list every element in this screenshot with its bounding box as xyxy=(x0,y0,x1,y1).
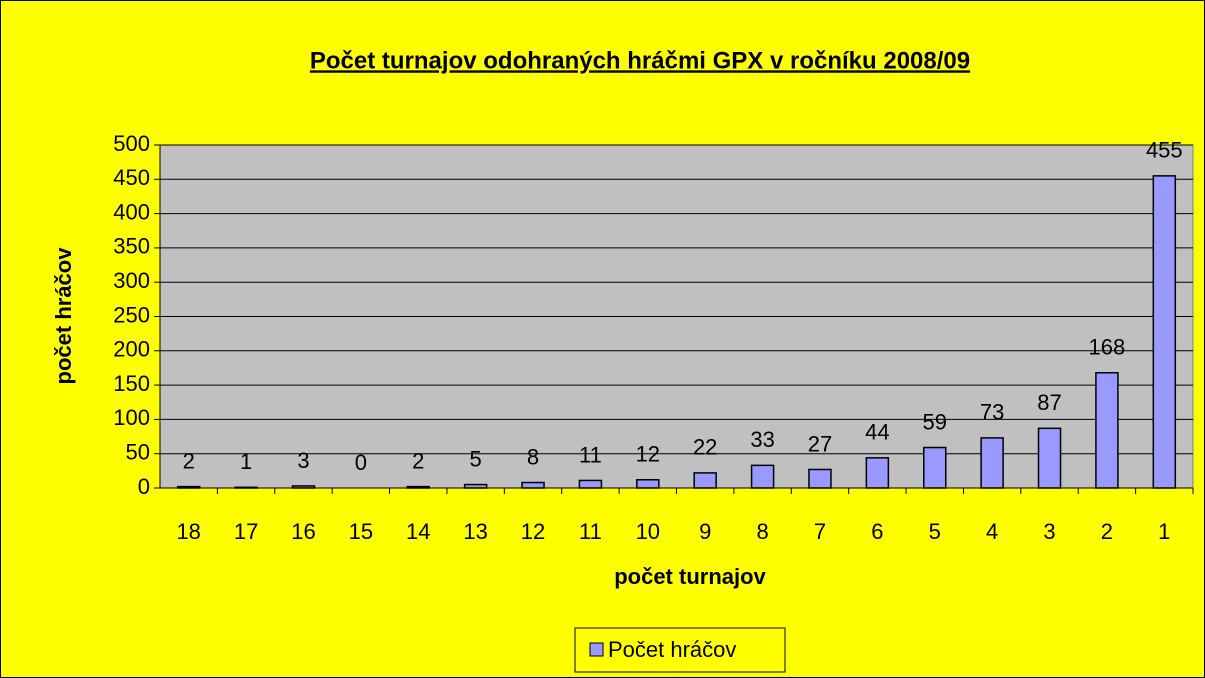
y-tick-label: 500 xyxy=(113,131,150,156)
y-tick-label: 50 xyxy=(126,440,150,465)
data-label: 168 xyxy=(1089,335,1126,360)
y-tick-label: 200 xyxy=(113,337,150,362)
data-label: 87 xyxy=(1037,390,1061,415)
x-tick-label: 12 xyxy=(521,519,545,544)
x-tick-label: 10 xyxy=(636,519,660,544)
bar xyxy=(521,481,545,489)
chart-title: Počet turnajov odohraných hráčmi GPX v r… xyxy=(310,47,970,74)
x-tick-label: 16 xyxy=(291,519,315,544)
data-label: 2 xyxy=(412,448,424,473)
y-tick-label: 400 xyxy=(113,199,150,224)
x-tick-label: 4 xyxy=(986,519,998,544)
bar xyxy=(980,437,1004,489)
y-tick-label: 150 xyxy=(113,371,150,396)
y-tick-label: 350 xyxy=(113,234,150,259)
bar xyxy=(1037,427,1062,489)
data-label: 12 xyxy=(636,442,660,467)
x-tick-label: 7 xyxy=(814,519,826,544)
bar xyxy=(808,468,832,489)
y-tick-label: 300 xyxy=(113,268,150,293)
data-label: 27 xyxy=(808,431,832,456)
x-tick-label: 15 xyxy=(349,519,373,544)
data-label: 1 xyxy=(240,449,252,474)
bar xyxy=(463,483,488,489)
x-tick-label: 18 xyxy=(176,519,200,544)
x-tick-label: 13 xyxy=(463,519,487,544)
bar xyxy=(578,479,603,489)
y-tick-label: 100 xyxy=(113,405,150,430)
data-label: 455 xyxy=(1146,138,1183,163)
x-tick-label: 8 xyxy=(756,519,768,544)
bar xyxy=(1152,175,1177,489)
x-axis-title: počet turnajov xyxy=(614,564,766,589)
x-tick-label: 6 xyxy=(871,519,883,544)
legend-swatch xyxy=(589,642,604,657)
data-label: 5 xyxy=(470,446,482,471)
data-label: 2 xyxy=(183,448,195,473)
data-label: 22 xyxy=(693,435,717,460)
data-label: 73 xyxy=(980,400,1004,425)
bar xyxy=(693,472,717,489)
legend-box xyxy=(574,627,786,673)
bar xyxy=(636,479,660,489)
data-label: 59 xyxy=(923,409,947,434)
data-label: 0 xyxy=(355,450,367,475)
y-axis-title: počet hráčov xyxy=(51,247,76,385)
x-tick-label: 14 xyxy=(406,519,430,544)
x-tick-label: 5 xyxy=(929,519,941,544)
y-tick-label: 0 xyxy=(138,474,150,499)
x-tick-label: 1 xyxy=(1158,519,1170,544)
y-tick-label: 450 xyxy=(113,165,150,190)
x-tick-label: 9 xyxy=(699,519,711,544)
bar xyxy=(1095,372,1119,489)
legend-label: Počet hráčov xyxy=(608,637,736,662)
x-tick-label: 17 xyxy=(234,519,258,544)
x-tick-label: 2 xyxy=(1101,519,1113,544)
bar xyxy=(865,457,890,489)
bar xyxy=(750,464,775,489)
x-tick-label: 3 xyxy=(1043,519,1055,544)
y-tick-label: 250 xyxy=(113,302,150,327)
data-label: 44 xyxy=(865,420,889,445)
bar xyxy=(923,446,947,489)
x-tick-label: 11 xyxy=(579,519,602,544)
data-label: 33 xyxy=(750,427,774,452)
data-label: 8 xyxy=(527,444,539,469)
data-label: 3 xyxy=(297,448,309,473)
data-label: 11 xyxy=(579,442,602,467)
